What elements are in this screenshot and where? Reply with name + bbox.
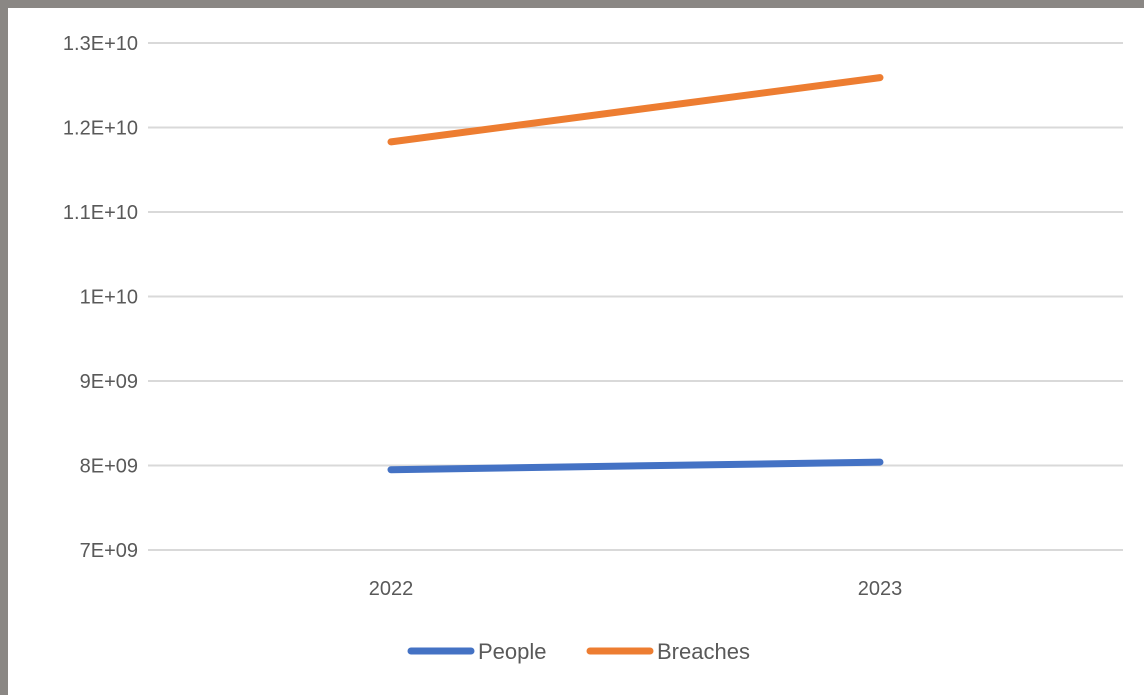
x-tick-label: 2023 (858, 578, 903, 600)
y-tick-label: 7E+09 (80, 540, 138, 562)
y-tick-label: 9E+09 (80, 371, 138, 393)
x-tick-label: 2022 (369, 578, 414, 600)
series-line-people (387, 458, 884, 474)
y-tick-label: 1.2E+10 (63, 118, 138, 140)
series-line-breaches (387, 74, 884, 146)
line-chart: 1.3E+10 1.2E+10 1.1E+10 1E+10 9E+09 8E+09 7E+0… (63, 33, 1123, 664)
gridlines (148, 42, 1123, 551)
y-tick-label: 1E+10 (80, 287, 138, 309)
y-tick-label: 8E+09 (80, 456, 138, 478)
series-lines (387, 74, 884, 474)
chart-area: 1.3E+10 1.2E+10 1.1E+10 1E+10 9E+09 8E+09 7E+0… (8, 8, 1144, 695)
legend-label: People (478, 639, 547, 664)
x-axis-tick-labels: 2022 2023 (369, 578, 903, 600)
y-tick-label: 1.1E+10 (63, 202, 138, 224)
legend-label: Breaches (657, 639, 750, 664)
y-axis-tick-labels: 1.3E+10 1.2E+10 1.1E+10 1E+10 9E+09 8E+09 7E+0… (63, 33, 138, 562)
y-tick-label: 1.3E+10 (63, 33, 138, 55)
legend: People Breaches (407, 639, 750, 664)
legend-item-people: People (407, 639, 547, 664)
legend-item-breaches: Breaches (586, 639, 750, 664)
